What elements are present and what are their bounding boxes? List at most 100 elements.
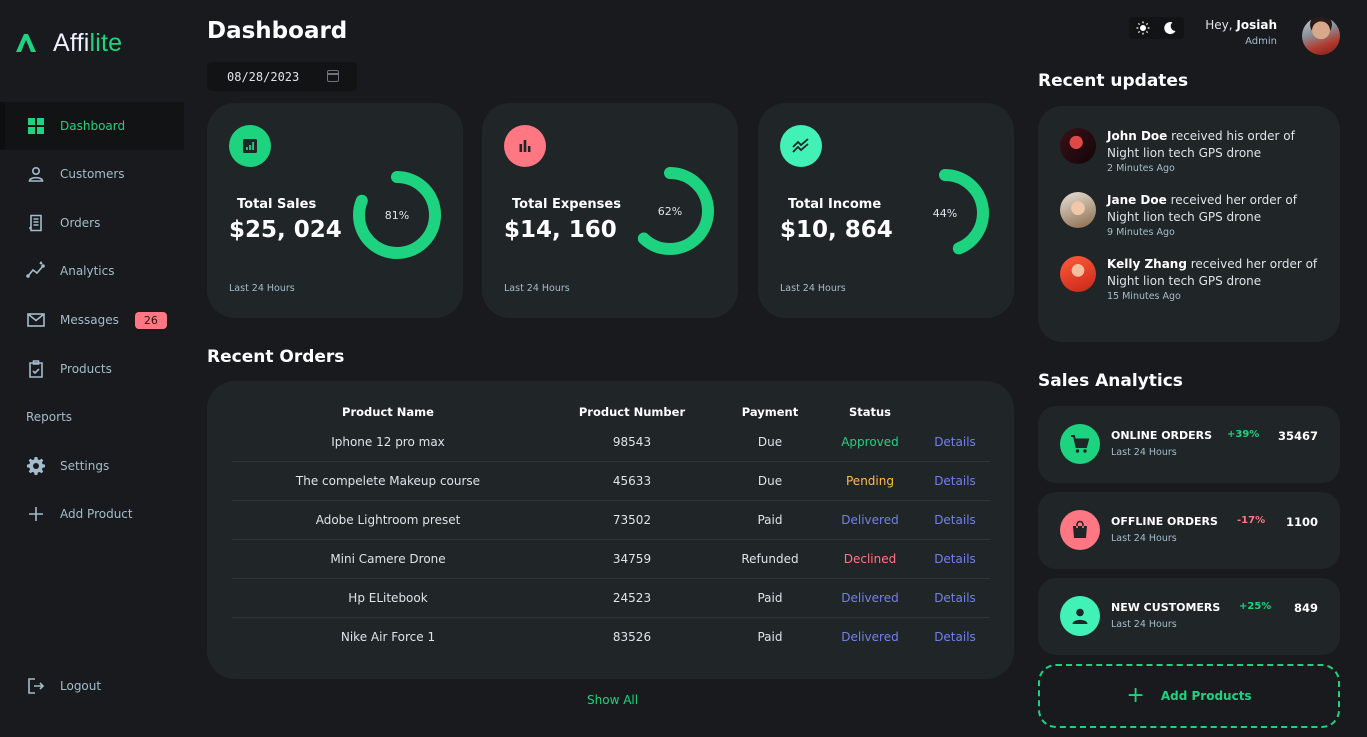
person-icon xyxy=(1060,596,1100,636)
sidebar-item-label: Products xyxy=(60,361,112,376)
sidebar-item-label: Settings xyxy=(60,458,110,473)
grid-icon xyxy=(26,116,46,136)
cart-icon xyxy=(1060,424,1100,464)
product-name-cell: The compelete Makeup course xyxy=(232,461,544,501)
recent-orders-title: Recent Orders xyxy=(207,347,345,367)
orders-table-body: Iphone 12 pro max 98543 Due Approved Details… xyxy=(232,423,990,656)
details-link[interactable]: Details xyxy=(920,500,990,540)
show-all-link[interactable]: Show All xyxy=(587,693,639,707)
analytics-title: NEW CUSTOMERS xyxy=(1111,601,1221,614)
payment-cell: Paid xyxy=(720,500,820,540)
date-picker-input[interactable]: 08/28/2023 xyxy=(207,62,357,91)
payment-cell: Refunded xyxy=(720,539,820,579)
receipt-icon xyxy=(26,213,46,233)
theme-toggle[interactable] xyxy=(1129,17,1184,39)
insight-label: Total Sales xyxy=(237,197,317,212)
table-row: Iphone 12 pro max 98543 Due Approved Details xyxy=(232,423,990,462)
sidebar-item-customers[interactable]: Customers xyxy=(0,150,184,199)
table-header-row: Product Name Product Number Payment Stat… xyxy=(232,401,990,423)
page-title: Dashboard xyxy=(207,18,348,44)
update-item: Jane Doe received her order of Night lio… xyxy=(1060,192,1330,238)
recent-updates-title: Recent updates xyxy=(1038,71,1189,91)
details-link[interactable]: Details xyxy=(934,629,976,644)
inventory-icon xyxy=(26,359,46,379)
insight-footer: Last 24 Hours xyxy=(504,283,570,294)
analytics-card-online-orders[interactable]: ONLINE ORDERS Last 24 Hours +39% 35467 xyxy=(1038,406,1340,483)
sidebar-item-products[interactable]: Products xyxy=(0,344,184,393)
insight-card-sales: Total Sales $25, 024 81% Last 24 Hours xyxy=(207,103,463,318)
sidebar-item-reports[interactable]: Reports xyxy=(0,393,184,442)
gear-icon xyxy=(26,456,46,476)
sidebar-logout[interactable]: Logout xyxy=(0,662,184,711)
product-name-cell: Adobe Lightroom preset xyxy=(232,500,544,540)
ring-percent: 81% xyxy=(384,208,410,222)
logo-icon xyxy=(16,34,36,52)
update-time: 9 Minutes Ago xyxy=(1107,227,1175,238)
sidebar-item-add-product[interactable]: Add Product xyxy=(0,490,184,539)
insights-icon xyxy=(26,261,46,281)
avatar[interactable] xyxy=(1302,17,1340,55)
product-number-cell: 34759 xyxy=(544,539,720,579)
plus-icon xyxy=(26,504,46,524)
sidebar-item-orders[interactable]: Orders xyxy=(0,199,184,248)
sidebar-item-label: Orders xyxy=(60,215,101,230)
insight-value: $25, 024 xyxy=(229,217,342,243)
analytics-subtitle: Last 24 Hours xyxy=(1111,533,1177,544)
profile-name: Josiah xyxy=(1236,18,1277,32)
person-icon xyxy=(26,164,46,184)
recent-updates-card: John Doe received his order of Night lio… xyxy=(1038,106,1340,342)
mail-icon xyxy=(26,310,46,330)
calendar-icon[interactable] xyxy=(327,70,339,82)
details-link[interactable]: Details xyxy=(920,539,990,579)
add-products-button[interactable]: + Add Products xyxy=(1038,664,1340,728)
product-name-cell: Hp ELitebook xyxy=(232,578,544,618)
table-row: Nike Air Force 1 83526 Paid Delivered Detail… xyxy=(232,617,990,656)
payment-cell: Paid xyxy=(720,578,820,618)
product-name-cell: Iphone 12 pro max xyxy=(232,423,544,462)
dark-mode-button[interactable] xyxy=(1157,17,1185,39)
details-link[interactable]: Details xyxy=(920,578,990,618)
product-name-cell: Mini Camere Drone xyxy=(232,539,544,579)
analytics-card-new-customers[interactable]: NEW CUSTOMERS Last 24 Hours +25% 849 xyxy=(1038,578,1340,655)
table-row: Hp ELitebook 24523 Paid Delivered Details xyxy=(232,578,990,618)
insight-label: Total Expenses xyxy=(512,197,621,212)
column-header: Status xyxy=(848,405,892,419)
sidebar-item-dashboard[interactable]: Dashboard xyxy=(0,102,184,150)
insight-footer: Last 24 Hours xyxy=(780,283,846,294)
sidebar-item-analytics[interactable]: Analytics xyxy=(0,247,184,296)
product-number-cell: 98543 xyxy=(544,423,720,462)
insight-card-income: Total Income $10, 864 44% Last 24 Hours xyxy=(758,103,1014,318)
details-link[interactable]: Details xyxy=(920,423,990,462)
profile-role: Admin xyxy=(1245,36,1277,47)
column-header: Payment xyxy=(741,405,799,419)
payment-cell: Due xyxy=(720,461,820,501)
product-number-cell: 73502 xyxy=(544,500,720,540)
insight-value: $14, 160 xyxy=(504,217,617,243)
avatar xyxy=(1060,256,1096,292)
status-cell: Delivered xyxy=(841,629,899,644)
recent-orders-card: Product Name Product Number Payment Stat… xyxy=(207,381,1014,679)
insight-value: $10, 864 xyxy=(780,217,893,243)
sidebar-item-messages[interactable]: Messages 26 xyxy=(0,296,184,345)
details-link[interactable]: Details xyxy=(920,461,990,501)
analytics-card-offline-orders[interactable]: OFFLINE ORDERS Last 24 Hours -17% 1100 xyxy=(1038,492,1340,569)
column-header xyxy=(920,401,990,423)
plus-icon: + xyxy=(1126,683,1145,708)
sidebar-item-label: Messages xyxy=(60,313,119,328)
stacked-line-icon xyxy=(780,125,822,167)
light-mode-button[interactable] xyxy=(1129,17,1157,39)
update-text: Jane Doe received her order of Night lio… xyxy=(1107,193,1297,224)
brand-logo[interactable]: Affilite xyxy=(14,28,122,58)
analytics-title: ONLINE ORDERS xyxy=(1111,429,1213,442)
analytics-value: 35467 xyxy=(1277,429,1318,443)
profile-info: Hey, Josiah Admin xyxy=(1205,18,1277,47)
progress-ring: 62% xyxy=(620,161,720,261)
logout-button[interactable]: Logout xyxy=(0,662,184,711)
analytics-subtitle: Last 24 Hours xyxy=(1111,619,1177,630)
update-text: John Doe received his order of Night lio… xyxy=(1107,129,1295,160)
sidebar-item-label: Add Product xyxy=(60,507,133,522)
status-cell: Pending xyxy=(820,461,920,501)
analytics-title: OFFLINE ORDERS xyxy=(1111,515,1218,528)
sidebar-item-settings[interactable]: Settings xyxy=(0,442,184,491)
payment-cell: Paid xyxy=(757,629,783,644)
